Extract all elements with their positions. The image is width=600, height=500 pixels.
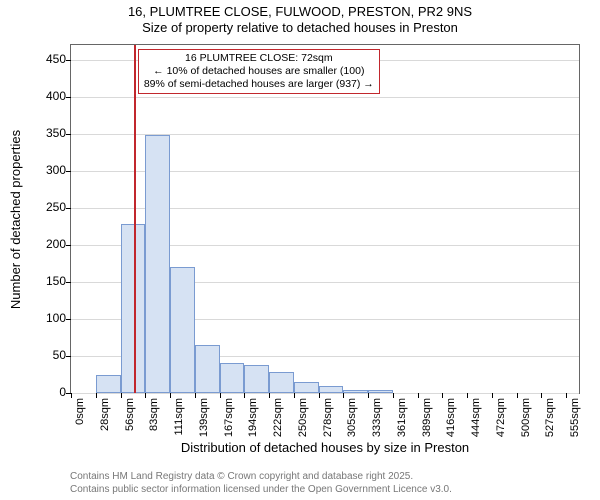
histogram-bar: [269, 372, 294, 393]
x-tick: [517, 393, 518, 398]
histogram-bar: [220, 363, 244, 393]
footer-line1: Contains HM Land Registry data © Crown c…: [70, 471, 452, 484]
x-tick: [244, 393, 245, 398]
y-tick: [66, 356, 71, 357]
title-address: 16, PLUMTREE CLOSE, FULWOOD, PRESTON, PR…: [0, 4, 600, 19]
y-tick: [66, 208, 71, 209]
x-tick: [467, 393, 468, 398]
title-subtitle: Size of property relative to detached ho…: [0, 20, 600, 35]
histogram-bar: [244, 365, 269, 393]
y-tick-label: 200: [26, 237, 66, 251]
x-tick: [566, 393, 567, 398]
histogram-bar: [319, 386, 343, 393]
x-tick: [393, 393, 394, 398]
y-tick: [66, 97, 71, 98]
histogram-bar: [145, 135, 170, 393]
y-axis-label: Number of detached properties: [8, 44, 24, 394]
histogram-bar: [170, 267, 195, 393]
gridline: [71, 393, 579, 394]
histogram-bar: [121, 224, 145, 393]
x-tick: [145, 393, 146, 398]
x-tick: [343, 393, 344, 398]
y-tick-label: 150: [26, 274, 66, 288]
y-tick-label: 250: [26, 200, 66, 214]
x-axis-label: Distribution of detached houses by size …: [70, 440, 580, 455]
y-tick: [66, 171, 71, 172]
histogram-bar: [96, 375, 121, 394]
y-tick-label: 450: [26, 52, 66, 66]
x-tick: [541, 393, 542, 398]
y-tick-label: 400: [26, 89, 66, 103]
x-tick: [418, 393, 419, 398]
chart-root: 16, PLUMTREE CLOSE, FULWOOD, PRESTON, PR…: [0, 0, 600, 500]
annotation-line: 89% of semi-detached houses are larger (…: [144, 78, 374, 91]
y-tick-label: 0: [26, 385, 66, 399]
footer-attribution: Contains HM Land Registry data © Crown c…: [70, 471, 452, 496]
y-tick-label: 350: [26, 126, 66, 140]
histogram-bar: [343, 390, 368, 393]
x-tick: [195, 393, 196, 398]
x-tick: [96, 393, 97, 398]
y-tick-label: 100: [26, 311, 66, 325]
annotation-line: 16 PLUMTREE CLOSE: 72sqm: [144, 52, 374, 65]
histogram-bar: [195, 345, 220, 393]
x-tick: [492, 393, 493, 398]
y-tick: [66, 282, 71, 283]
x-tick: [269, 393, 270, 398]
y-tick: [66, 134, 71, 135]
histogram-bar: [368, 390, 393, 393]
plot-area: 16 PLUMTREE CLOSE: 72sqm← 10% of detache…: [70, 44, 580, 394]
x-tick: [121, 393, 122, 398]
y-tick: [66, 60, 71, 61]
x-tick: [319, 393, 320, 398]
annotation-box: 16 PLUMTREE CLOSE: 72sqm← 10% of detache…: [138, 49, 380, 94]
y-tick: [66, 319, 71, 320]
x-tick: [71, 393, 72, 398]
y-tick-label: 300: [26, 163, 66, 177]
subject-marker-line: [134, 45, 136, 393]
x-tick: [220, 393, 221, 398]
y-tick: [66, 245, 71, 246]
annotation-line: ← 10% of detached houses are smaller (10…: [144, 65, 374, 78]
gridline: [71, 97, 579, 98]
title-block: 16, PLUMTREE CLOSE, FULWOOD, PRESTON, PR…: [0, 4, 600, 35]
x-tick: [170, 393, 171, 398]
x-tick: [442, 393, 443, 398]
footer-line2: Contains public sector information licen…: [70, 484, 452, 497]
x-tick: [294, 393, 295, 398]
y-tick-label: 50: [26, 348, 66, 362]
x-tick: [368, 393, 369, 398]
histogram-bar: [294, 382, 319, 393]
